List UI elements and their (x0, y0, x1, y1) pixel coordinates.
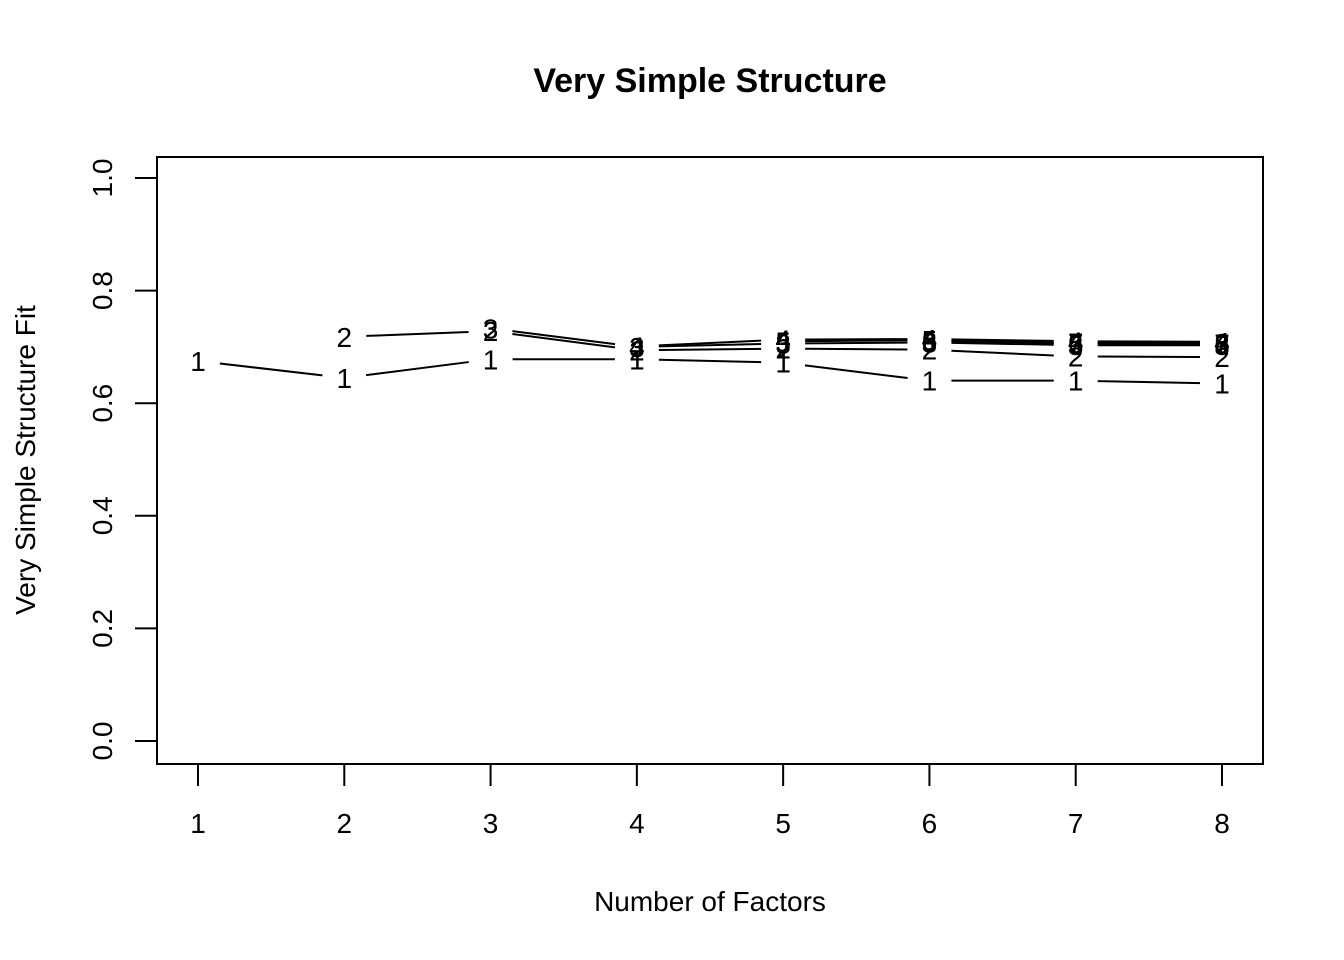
x-tick-label: 4 (629, 808, 645, 839)
series-1-point: 1 (483, 344, 499, 375)
series-2-segment (366, 330, 469, 337)
series-4: 4 4 4 4 4 (629, 324, 1230, 362)
series-1-segment (1097, 380, 1201, 385)
series-2-point: 2 (629, 335, 645, 366)
series-4-segment (658, 339, 762, 347)
y-tick-label: 0.0 (87, 722, 118, 761)
series-4-point: 4 (922, 324, 938, 355)
series-3-segment (658, 343, 762, 348)
series-4-point: 4 (775, 325, 791, 356)
x-tick-label: 5 (775, 808, 791, 839)
series-1-point: 1 (1068, 366, 1084, 397)
series-2-point: 2 (1068, 341, 1084, 372)
series-2-point: 2 (775, 334, 791, 365)
series-1-point: 1 (922, 366, 938, 397)
series-1-point: 1 (629, 344, 645, 375)
x-tick-label: 6 (922, 808, 938, 839)
series-3-segment (805, 341, 908, 345)
series-7-segment (1097, 341, 1201, 345)
series-3-point: 3 (775, 329, 791, 360)
series-3: 3 3 3 3 3 3 (483, 313, 1230, 363)
chart-title: Very Simple Structure (533, 62, 886, 100)
y-tick-label: 0.6 (87, 384, 118, 423)
series-2-point: 2 (922, 335, 938, 366)
series-5-point: 5 (922, 325, 938, 356)
series-1-segment (365, 361, 469, 377)
series-4-segment (951, 338, 1054, 342)
series-1-segment (219, 362, 323, 377)
series-6-segment (951, 340, 1054, 344)
series-5-segment (805, 339, 908, 343)
series-2-point: 2 (483, 316, 499, 347)
series-2-point: 2 (336, 322, 352, 353)
series-6-point: 6 (1214, 329, 1230, 360)
series-1-segment (804, 364, 908, 379)
series-4-point: 4 (629, 331, 645, 362)
y-axis: 0.0 0.2 0.4 0.6 0.8 1.0 (87, 159, 158, 761)
series-1-point: 1 (775, 348, 791, 379)
y-tick-label: 0.8 (87, 271, 118, 310)
x-axis: 1 2 3 4 5 6 7 8 (190, 763, 1230, 839)
x-axis-label: Number of Factors (594, 886, 826, 917)
y-tick-label: 0.4 (87, 496, 118, 535)
plot-frame (156, 156, 1264, 765)
series-2: 2 2 2 2 2 2 2 (336, 316, 1229, 373)
series-4-point: 4 (1068, 326, 1084, 357)
series-5-point: 5 (1068, 329, 1084, 360)
series-1-point: 1 (336, 363, 352, 394)
y-tick-label: 1.0 (87, 159, 118, 198)
series-7-point: 7 (1068, 327, 1084, 358)
series-3-segment (951, 341, 1054, 346)
series-2-segment (512, 332, 616, 349)
series-3-point: 3 (1068, 330, 1084, 361)
series-3-point: 3 (922, 327, 938, 358)
x-tick-label: 1 (190, 808, 206, 839)
x-tick-label: 2 (336, 808, 352, 839)
series-5-point: 5 (1214, 329, 1230, 360)
y-axis-label: Very Simple Structure Fit (10, 305, 41, 615)
x-tick-label: 8 (1214, 808, 1230, 839)
x-tick-label: 3 (483, 808, 499, 839)
series-layer: 111 1 11 1 12 22 2 2 2 233 3 3 3 34 4 4 4 45 5 5 56 6 67 78 (190, 313, 1230, 399)
series-7-point: 7 (1214, 329, 1230, 360)
series-2-segment (658, 347, 762, 352)
series-3-point: 3 (483, 313, 499, 344)
series-4-point: 4 (1214, 327, 1230, 358)
series-1-segment (658, 358, 762, 364)
series-5-point: 5 (775, 326, 791, 357)
series-3-point: 3 (1214, 330, 1230, 361)
series-8: 8 (1214, 328, 1230, 359)
series-2-point: 2 (1214, 342, 1230, 373)
series-2-segment (805, 347, 908, 351)
y-tick-label: 0.2 (87, 609, 118, 648)
x-tick-label: 7 (1068, 808, 1084, 839)
series-6-point: 6 (1068, 328, 1084, 359)
series-2-segment (951, 349, 1054, 357)
series-1-point: 1 (1214, 368, 1230, 399)
series-3-point: 3 (629, 332, 645, 363)
series-6-point: 6 (922, 326, 938, 357)
series-8-point: 8 (1214, 328, 1230, 359)
series-1-point: 1 (190, 346, 206, 377)
series-3-segment (512, 330, 616, 346)
series-1: 1 1 1 1 1 1 1 1 (190, 344, 1230, 399)
